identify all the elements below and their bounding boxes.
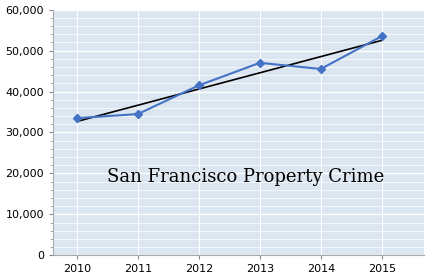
Text: San Francisco Property Crime: San Francisco Property Crime (108, 168, 384, 186)
